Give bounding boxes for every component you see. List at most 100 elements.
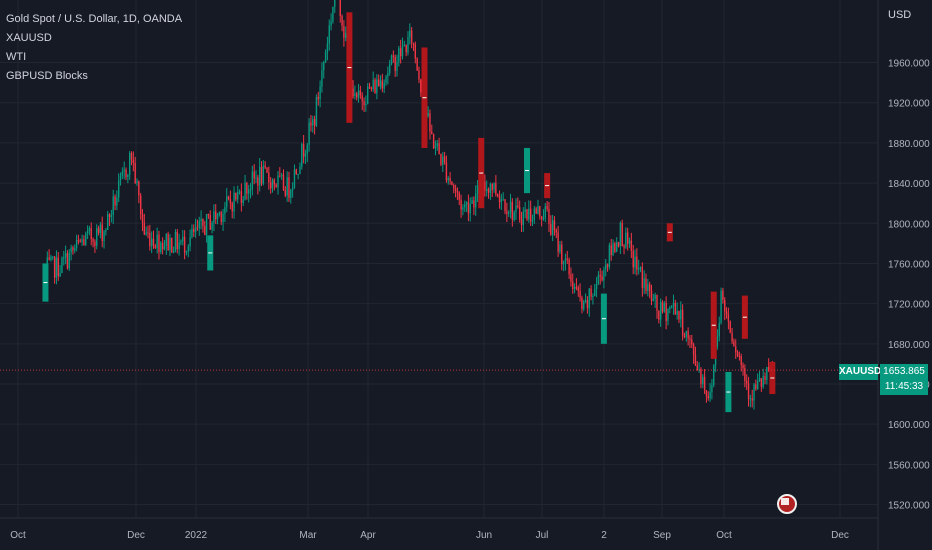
candle-body — [171, 238, 173, 253]
candle-body — [46, 257, 48, 267]
legend-item-xauusd[interactable]: XAUUSD — [6, 32, 52, 44]
candle-body — [61, 257, 63, 274]
candle-body — [291, 187, 294, 190]
candle-body — [665, 303, 667, 321]
time-tick-label: Oct — [10, 530, 26, 541]
candle-body — [438, 143, 440, 155]
us-flag-event-icon[interactable] — [777, 494, 797, 514]
candle-body — [606, 264, 609, 268]
candle-body — [334, 0, 336, 7]
candle-body — [70, 247, 72, 253]
candle-body — [215, 211, 217, 220]
candle-body — [266, 167, 268, 173]
price-tick-label: 1920.000 — [888, 99, 930, 110]
candle-body — [420, 79, 422, 93]
candle-body — [617, 242, 620, 247]
candle-body — [119, 175, 122, 181]
candle-body — [50, 256, 52, 260]
candle-body — [648, 284, 651, 291]
axis-currency-label[interactable]: USD — [888, 9, 912, 21]
candle-body — [407, 37, 409, 53]
candle-body — [194, 227, 197, 233]
candle-body — [280, 174, 283, 176]
candle-body — [603, 269, 605, 281]
legend-item-wti[interactable]: WTI — [6, 51, 27, 63]
candle-body — [218, 212, 221, 215]
candle-body — [546, 206, 548, 209]
chart-legend: Gold Spot / U.S. Dollar, 1D, OANDA XAUUS… — [6, 10, 182, 86]
candle-body — [149, 232, 151, 247]
price-tick-label: 1560.000 — [888, 460, 930, 471]
candle-body — [99, 224, 102, 233]
candle-body — [275, 184, 277, 187]
candle-body — [489, 184, 492, 193]
candle-body — [575, 287, 578, 289]
candle-body — [442, 156, 444, 165]
candle-body — [670, 306, 673, 308]
candle-body — [661, 302, 664, 312]
candle-body — [357, 90, 360, 98]
candle-body — [198, 221, 200, 228]
candle-body — [429, 113, 431, 132]
candle-body — [449, 178, 451, 182]
candle-body — [537, 206, 539, 214]
candle-body — [577, 287, 579, 292]
candle-body — [63, 257, 65, 259]
candle-body — [209, 214, 211, 230]
candle-body — [498, 196, 501, 203]
candle-body — [130, 153, 133, 160]
candle-body — [143, 222, 146, 235]
candle-body — [365, 103, 367, 106]
candle-body — [118, 180, 120, 198]
candle-body — [469, 203, 471, 214]
time-tick-label: 2022 — [185, 530, 208, 541]
time-tick-label: Apr — [360, 530, 376, 541]
candle-body — [464, 204, 466, 208]
legend-title[interactable]: Gold Spot / U.S. Dollar, 1D, OANDA — [6, 13, 183, 25]
candle-body — [59, 273, 61, 277]
candle-body — [707, 395, 709, 399]
candle-body — [473, 200, 475, 208]
candle-body — [306, 144, 308, 154]
candle-body — [630, 240, 633, 251]
candle-body — [528, 208, 530, 220]
candle-body — [332, 6, 334, 22]
candle-body — [621, 222, 623, 247]
legend-item-gbpusd-blocks[interactable]: GBPUSD Blocks — [6, 70, 88, 82]
candle-body — [377, 79, 380, 87]
candle-body — [562, 261, 565, 265]
candle-body — [724, 299, 726, 312]
candle-body — [244, 182, 246, 200]
candle-body — [220, 212, 222, 223]
candle-body — [432, 134, 435, 149]
candle-body — [658, 310, 660, 320]
candle-body — [515, 205, 517, 213]
candle-body — [123, 169, 125, 172]
candle-body — [718, 322, 720, 337]
candle-body — [75, 240, 78, 249]
candle-body — [599, 275, 601, 277]
price-tick-label: 1720.000 — [888, 300, 930, 311]
candle-body — [639, 267, 642, 269]
candle-body — [227, 196, 230, 199]
candle-body — [584, 300, 587, 302]
candle-body — [586, 300, 589, 309]
candle-body — [694, 354, 697, 366]
candle-body — [731, 332, 733, 342]
candle-body — [531, 220, 534, 222]
candle-body — [187, 246, 189, 252]
candle-body — [605, 264, 607, 270]
candle-body — [506, 211, 508, 214]
candle-body — [540, 216, 543, 220]
candle-body — [647, 284, 649, 291]
candle-body — [392, 55, 395, 57]
candle-body — [542, 217, 545, 220]
candle-body — [559, 244, 561, 252]
candle-body — [381, 80, 384, 89]
candle-body — [196, 227, 199, 229]
time-tick-label: Mar — [299, 530, 317, 541]
candle-body — [368, 86, 371, 88]
candle-body — [258, 167, 261, 186]
candle-body — [52, 256, 54, 258]
candle-body — [189, 237, 191, 247]
